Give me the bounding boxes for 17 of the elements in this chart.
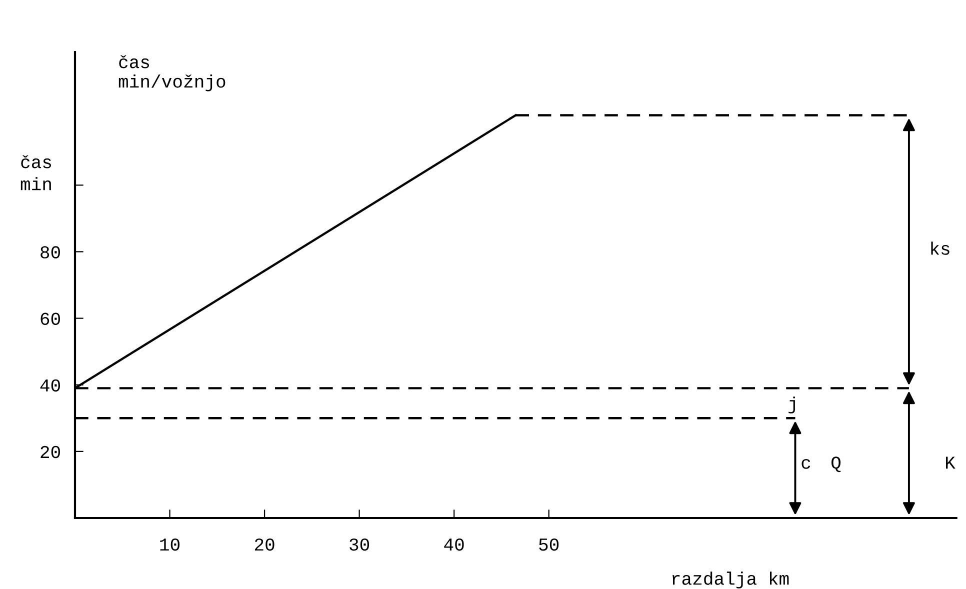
annotation: čas min/vožnjo: [118, 55, 226, 92]
y-tick-label: 60: [40, 312, 60, 326]
y-tick-label: 80: [40, 246, 60, 258]
annotation: Q: [831, 456, 841, 472]
x-tick-label: 40: [444, 538, 464, 551]
annotation: K: [946, 456, 956, 469]
x-axis-title: razdalja km: [672, 572, 789, 588]
x-tick-label: 20: [254, 538, 274, 551]
y-tick-label: 40: [40, 379, 60, 392]
x-tick-label: 30: [350, 538, 370, 551]
y-tick-label: 20: [40, 446, 60, 458]
annotation: j: [788, 396, 795, 414]
annotation: ks: [931, 242, 950, 255]
x-tick-label: 10: [160, 538, 180, 551]
x-tick-label: 50: [539, 538, 559, 551]
annotation: c: [802, 458, 810, 469]
y-axis-title: čas min: [20, 155, 52, 190]
